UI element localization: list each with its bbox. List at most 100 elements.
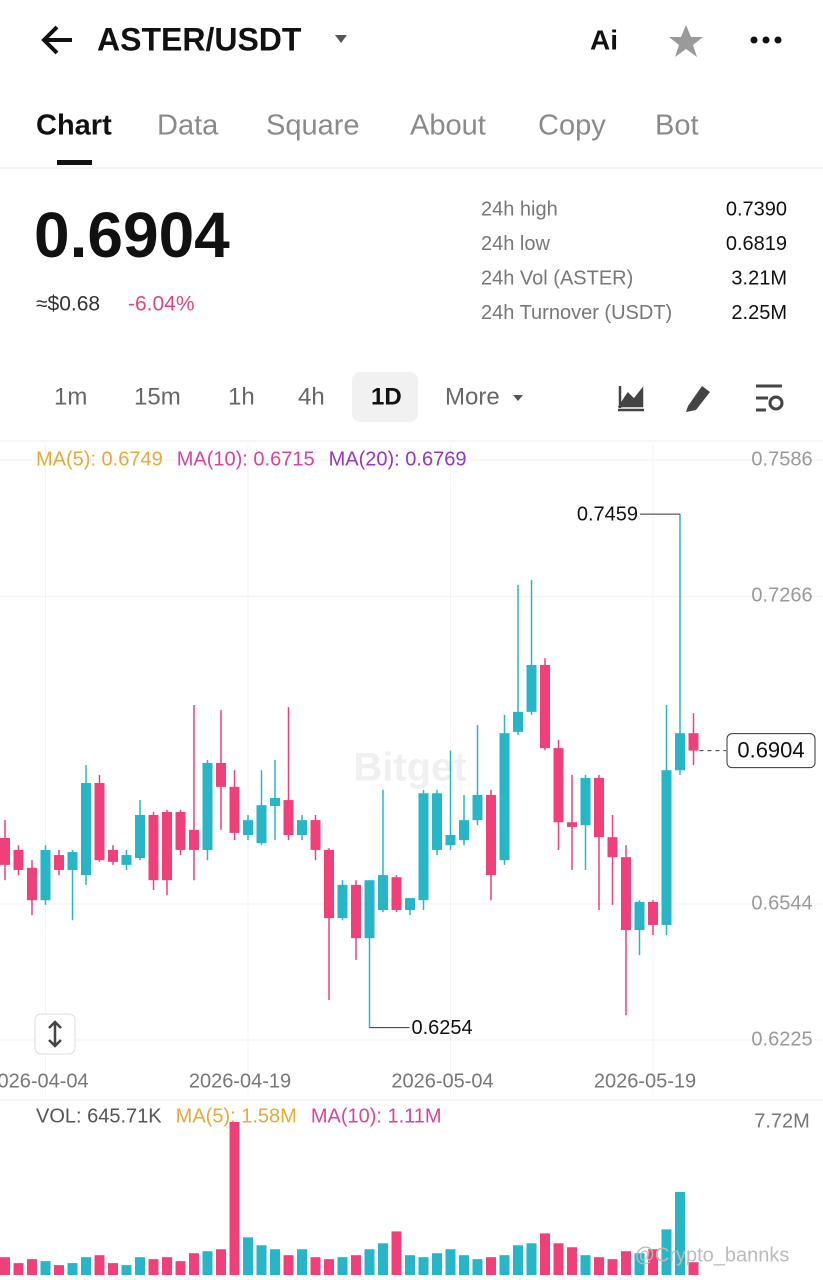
volume-bar <box>67 1263 78 1275</box>
volume-bar <box>351 1255 361 1275</box>
volume-bar <box>391 1231 402 1275</box>
price-tag-label: 0.6904 <box>737 737 804 762</box>
tab[interactable]: Copy <box>538 110 606 142</box>
body <box>567 822 577 827</box>
body <box>135 814 145 859</box>
body <box>621 857 631 931</box>
volume-bar <box>175 1261 186 1275</box>
low-label: 0.6254 <box>412 1017 473 1039</box>
volume-bar <box>54 1265 64 1275</box>
volume-bar <box>189 1253 199 1275</box>
watermark: Bitget <box>353 746 466 790</box>
body <box>459 820 469 841</box>
volume-bar <box>270 1249 280 1275</box>
body <box>54 855 64 870</box>
volume-bar <box>324 1259 334 1275</box>
interval[interactable]: 1m <box>54 383 87 410</box>
ma-label: MA(20): 0.6769 <box>329 448 467 470</box>
volume-bar <box>243 1237 253 1275</box>
tab[interactable]: Chart <box>36 110 112 142</box>
volume-bar <box>162 1257 172 1275</box>
pair[interactable]: ASTER/USDT <box>97 21 302 57</box>
pair-caret[interactable] <box>335 35 347 43</box>
icon <box>756 384 782 412</box>
ma-label: MA(5): 0.6749 <box>36 448 163 470</box>
body <box>256 805 267 844</box>
stat-value: 0.6819 <box>726 233 787 255</box>
body <box>27 867 37 901</box>
interval[interactable]: More <box>445 383 500 410</box>
volume-bar <box>445 1249 456 1275</box>
interval[interactable]: 4h <box>298 383 325 410</box>
body <box>189 829 199 850</box>
stat-label: 24h Vol (ASTER) <box>481 267 633 289</box>
body <box>445 835 456 846</box>
body <box>634 901 645 931</box>
body <box>580 777 591 826</box>
annotations: 0.7459 0.6254 0.6904 <box>369 503 816 1039</box>
selected-interval-bg <box>352 372 418 422</box>
tab-underline <box>57 160 92 165</box>
body <box>540 664 550 749</box>
tab[interactable]: Data <box>157 110 219 142</box>
volume-legend: VOL: 645.71K <box>36 1105 162 1127</box>
high-label: 0.7459 <box>577 503 638 525</box>
interval[interactable]: 1D <box>371 383 402 410</box>
interval[interactable]: 15m <box>134 383 181 410</box>
volume-bar <box>607 1259 618 1275</box>
volume-bar <box>472 1259 483 1275</box>
volume-bar <box>648 1249 658 1275</box>
draw-icon[interactable] <box>686 386 710 412</box>
body <box>661 770 672 925</box>
body <box>148 814 159 881</box>
ai-button[interactable]: Ai <box>590 24 618 55</box>
indicator-icon[interactable] <box>617 386 644 412</box>
tab[interactable]: Square <box>266 110 360 142</box>
volume-bar <box>216 1249 226 1275</box>
volume-bar <box>148 1259 159 1275</box>
icon <box>686 386 710 412</box>
volume-bar <box>688 1262 699 1275</box>
icon <box>617 386 644 412</box>
candles <box>0 514 699 1028</box>
body <box>351 884 361 939</box>
volume-legend: MA(10): 1.11M <box>311 1105 442 1127</box>
volume-bar <box>364 1249 375 1275</box>
y-tick-label: 0.7586 <box>751 448 812 470</box>
last-price: 0.6904 <box>34 199 230 271</box>
body <box>513 711 523 732</box>
volume-bar <box>513 1245 523 1275</box>
body <box>405 898 415 911</box>
expand-button[interactable] <box>34 1013 76 1055</box>
volume-bar <box>621 1251 631 1275</box>
body <box>0 838 10 865</box>
favorite-star[interactable] <box>669 25 703 57</box>
back-button[interactable] <box>41 25 72 55</box>
body <box>486 794 496 876</box>
credit: @Crypto_bannks <box>635 1244 790 1266</box>
x-tick-label: 2026-05-04 <box>391 1070 493 1092</box>
body <box>13 849 24 870</box>
price-tag <box>726 733 816 769</box>
interval[interactable]: 1h <box>228 383 255 410</box>
more-menu[interactable] <box>750 36 782 44</box>
tab[interactable]: Bot <box>655 110 699 142</box>
volume-bar <box>283 1255 294 1275</box>
settings-icon[interactable] <box>756 384 784 412</box>
body <box>337 884 348 919</box>
tab[interactable]: About <box>410 110 486 142</box>
volume-bar <box>121 1265 132 1275</box>
dot <box>774 36 782 44</box>
volume-bar <box>27 1259 37 1275</box>
body <box>675 733 685 771</box>
body <box>81 783 91 876</box>
volume-bar <box>553 1243 564 1275</box>
volume-legend: MA(5): 1.58M <box>176 1105 297 1127</box>
more-caret[interactable] <box>513 395 523 401</box>
body <box>175 812 186 850</box>
body <box>472 794 483 821</box>
volume-bar <box>378 1243 388 1275</box>
icon <box>48 1020 62 1048</box>
volume-bar <box>499 1255 510 1275</box>
